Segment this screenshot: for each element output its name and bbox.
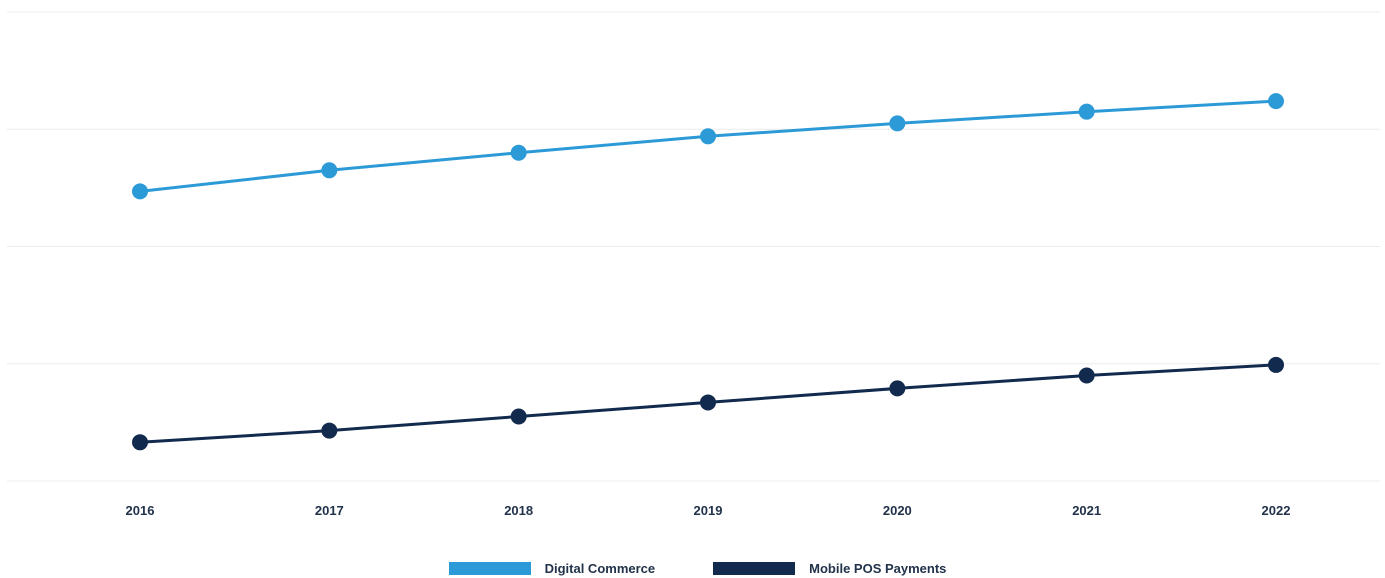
legend: Digital Commerce Mobile POS Payments	[0, 557, 1385, 578]
x-tick-label-2017: 2017	[315, 503, 344, 518]
data-point-mobile-pos-payments-2017[interactable]	[321, 422, 338, 439]
series-digital-commerce	[132, 93, 1284, 200]
legend-swatch-mobile-pos-payments	[713, 561, 796, 575]
legend-item-mobile-pos-payments[interactable]: Mobile POS Payments	[713, 561, 946, 576]
data-point-mobile-pos-payments-2021[interactable]	[1078, 367, 1095, 384]
data-point-mobile-pos-payments-2020[interactable]	[889, 380, 906, 397]
x-tick-label-2020: 2020	[883, 503, 912, 518]
data-point-digital-commerce-2017[interactable]	[321, 162, 338, 179]
x-tick-label-2018: 2018	[504, 503, 533, 518]
series-mobile-pos-payments	[132, 356, 1284, 451]
data-point-digital-commerce-2019[interactable]	[700, 128, 716, 145]
data-point-mobile-pos-payments-2022[interactable]	[1268, 356, 1284, 373]
series-lines	[132, 93, 1284, 451]
legend-label-mobile-pos-payments: Mobile POS Payments	[809, 560, 947, 576]
data-point-digital-commerce-2022[interactable]	[1268, 93, 1284, 110]
series-line-digital-commerce	[139, 99, 1277, 193]
data-point-digital-commerce-2018[interactable]	[510, 144, 527, 161]
legend-item-digital-commerce[interactable]: Digital Commerce	[448, 560, 656, 576]
data-point-digital-commerce-2021[interactable]	[1078, 103, 1095, 120]
data-point-digital-commerce-2020[interactable]	[889, 115, 906, 132]
data-point-digital-commerce-2016[interactable]	[132, 183, 148, 200]
x-tick-label-2016: 2016	[126, 503, 155, 518]
x-axis-labels: 2016 2017 2018 2019 2020 2021 2022	[126, 503, 1291, 518]
x-tick-label-2022: 2022	[1262, 503, 1291, 518]
x-tick-label-2019: 2019	[694, 503, 723, 518]
data-point-mobile-pos-payments-2018[interactable]	[510, 408, 527, 425]
x-tick-label-2021: 2021	[1072, 503, 1101, 518]
legend-label-digital-commerce: Digital Commerce	[544, 560, 656, 576]
legend-swatch-digital-commerce	[448, 561, 531, 575]
data-point-mobile-pos-payments-2019[interactable]	[700, 394, 716, 411]
data-point-mobile-pos-payments-2016[interactable]	[132, 434, 148, 451]
grid-lines	[7, 11, 1380, 482]
